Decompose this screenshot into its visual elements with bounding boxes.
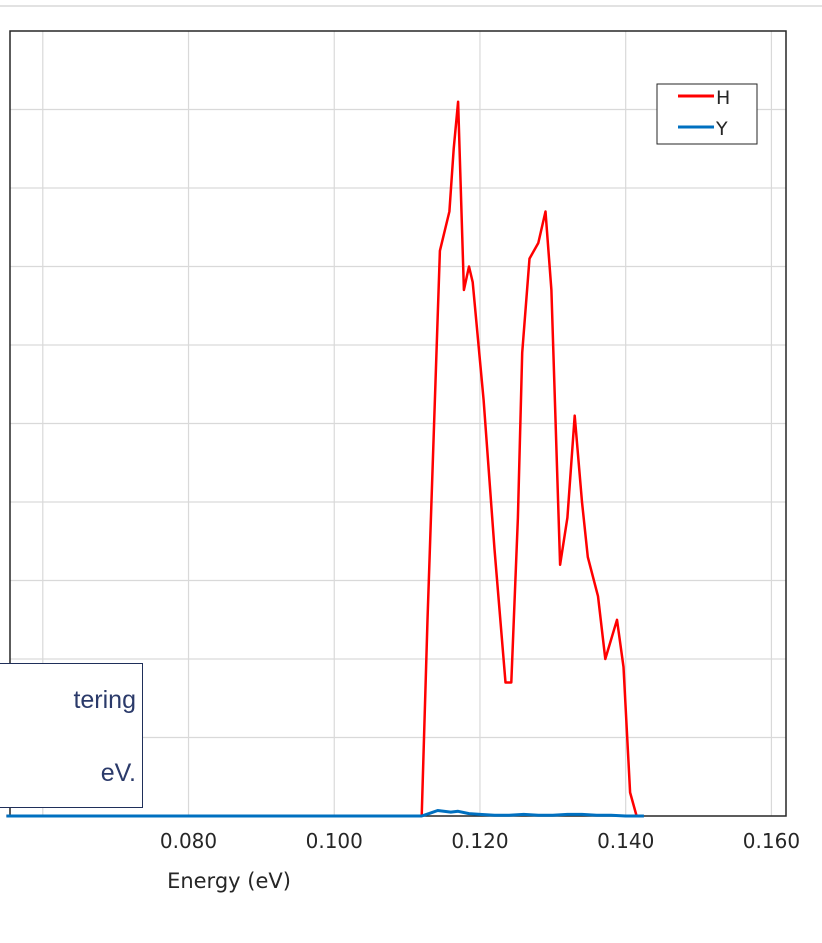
callout-box: tering eV.: [0, 663, 143, 808]
series-layer: [6, 100, 644, 818]
series-line-h: [6, 100, 638, 818]
callout-text-line1: tering: [73, 686, 136, 714]
legend-label-h: H: [716, 87, 730, 109]
x-tick-label: 0.160: [743, 829, 800, 853]
grid-lines: [10, 31, 786, 816]
legend-label-y: Y: [715, 118, 728, 140]
legend: H Y: [656, 83, 758, 145]
legend-box: [656, 83, 758, 145]
callout-text-line2: eV.: [100, 759, 136, 787]
x-tick-label: 0.140: [597, 829, 654, 853]
x-tick-labels: 0.080 0.100 0.120 0.140 0.160: [160, 829, 800, 853]
x-tick-label: 0.080: [160, 829, 217, 853]
series-line-y: [6, 809, 644, 818]
x-tick-label: 0.120: [451, 829, 508, 853]
x-tick-label: 0.100: [306, 829, 363, 853]
x-axis-label: Energy (eV): [167, 869, 291, 893]
